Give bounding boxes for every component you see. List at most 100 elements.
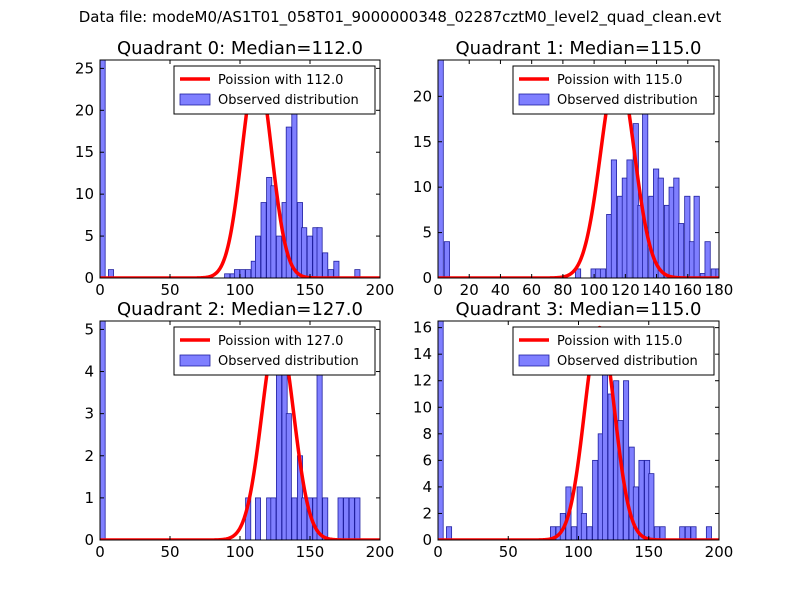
histogram-bar	[601, 367, 608, 540]
histogram-bar	[679, 526, 686, 540]
y-tick-label: 2	[84, 447, 94, 465]
x-tick-label: 100	[564, 543, 593, 561]
histogram-bar	[653, 526, 660, 540]
histogram-bar	[678, 223, 685, 278]
x-tick-label: 150	[634, 543, 663, 561]
histogram-bar	[254, 497, 261, 540]
legend: Poission with 112.0 Observed distribution	[173, 65, 376, 115]
y-tick-label: 0	[84, 269, 94, 287]
histogram-bar	[443, 241, 450, 278]
histogram-bar	[705, 526, 712, 540]
x-tick-label: 0	[95, 281, 105, 299]
legend-bar-swatch	[518, 354, 550, 367]
y-tick-label: 1	[84, 489, 94, 507]
histogram-bar	[108, 269, 114, 278]
x-tick-label: 200	[366, 281, 395, 299]
x-tick-label: 150	[296, 281, 325, 299]
histogram-bar	[684, 526, 691, 540]
histogram-bar	[704, 241, 711, 278]
histogram-bar	[333, 260, 340, 278]
x-tick-label: 40	[491, 281, 510, 299]
histogram-bar	[275, 371, 282, 540]
legend-bar-swatch	[179, 354, 211, 367]
x-tick-label: 160	[673, 281, 702, 299]
y-tick-label: 0	[422, 269, 432, 287]
y-tick-label: 3	[84, 405, 94, 423]
y-tick-label: 4	[422, 478, 432, 496]
y-tick-label: 16	[413, 319, 432, 337]
histogram-bar	[306, 235, 313, 278]
legend-bar-swatch	[518, 93, 550, 106]
y-tick-label: 5	[84, 227, 94, 245]
chart-title: Quadrant 1: Median=115.0	[456, 38, 702, 59]
histogram-bar	[224, 273, 231, 278]
histogram-bar	[291, 497, 298, 540]
histogram-bar	[610, 159, 617, 278]
histogram-bar	[348, 497, 355, 540]
y-tick-label: 25	[75, 59, 94, 77]
histogram-bar	[316, 227, 323, 278]
histogram-bar	[592, 459, 599, 540]
legend: Poission with 127.0 Observed distribution	[173, 326, 376, 376]
chart-panel-quadrant-2: 0 50 100 150 200 0 1 2 3 4 5 Quadrant 2: Median=127…	[84, 299, 394, 561]
histogram-bar	[632, 123, 639, 278]
legend-label-poisson: Poission with 115.0	[557, 334, 682, 349]
legend-label-observed: Observed distribution	[218, 93, 359, 108]
histogram-bar	[684, 195, 691, 278]
y-tick-label: 0	[422, 531, 432, 549]
histogram-bar	[285, 413, 292, 540]
histogram-bar	[291, 101, 298, 278]
histogram-bar	[690, 526, 697, 540]
y-tick-label: 6	[422, 451, 432, 469]
x-tick-label: 100	[226, 281, 255, 299]
y-tick-label: 14	[413, 345, 432, 363]
y-tick-label: 10	[75, 185, 94, 203]
histogram-bar	[438, 321, 444, 540]
histogram-bar	[623, 380, 630, 540]
histogram-bar	[693, 195, 700, 278]
histogram-bar	[657, 177, 664, 278]
legend-box	[173, 326, 376, 376]
histogram-bar	[343, 497, 350, 540]
x-tick-label: 50	[160, 281, 179, 299]
histogram-bar	[239, 269, 246, 278]
legend: Poission with 115.0 Observed distribution	[512, 326, 715, 376]
x-tick-label: 100	[580, 281, 609, 299]
histogram-bar	[638, 459, 645, 540]
histogram-bar	[270, 185, 277, 278]
chart-title: Quadrant 2: Median=127.0	[117, 299, 363, 320]
x-tick-label: 120	[611, 281, 640, 299]
y-tick-label: 12	[413, 372, 432, 390]
y-tick-label: 0	[84, 531, 94, 549]
histogram-bar	[254, 235, 261, 278]
legend-box	[512, 65, 715, 115]
histogram-bar	[550, 526, 556, 540]
histogram-bar	[285, 126, 292, 278]
legend-label-poisson: Poission with 112.0	[218, 73, 343, 88]
histogram-bars	[100, 321, 361, 540]
histogram-bar	[260, 202, 267, 278]
x-tick-label: 150	[296, 543, 325, 561]
histogram-bar	[626, 159, 633, 278]
y-tick-label: 15	[75, 143, 94, 161]
x-tick-label: 60	[522, 281, 541, 299]
histogram-bar	[270, 497, 277, 540]
y-tick-label: 10	[413, 178, 432, 196]
legend-label-observed: Observed distribution	[218, 354, 359, 369]
legend-box	[173, 65, 376, 115]
poisson-curve	[100, 66, 380, 278]
chart-title: Quadrant 3: Median=115.0	[456, 299, 702, 320]
legend-label-observed: Observed distribution	[557, 354, 698, 369]
histogram-bar	[580, 513, 587, 540]
histogram-bar	[571, 526, 578, 540]
legend-bar-swatch	[179, 93, 211, 106]
histogram-bar	[245, 269, 252, 278]
y-tick-label: 4	[84, 363, 94, 381]
histogram-bar	[648, 473, 655, 540]
legend-box	[512, 326, 715, 376]
histogram-bar	[354, 497, 361, 540]
y-tick-label: 5	[422, 224, 432, 242]
y-tick-label: 15	[413, 133, 432, 151]
histogram-bar	[327, 269, 334, 278]
